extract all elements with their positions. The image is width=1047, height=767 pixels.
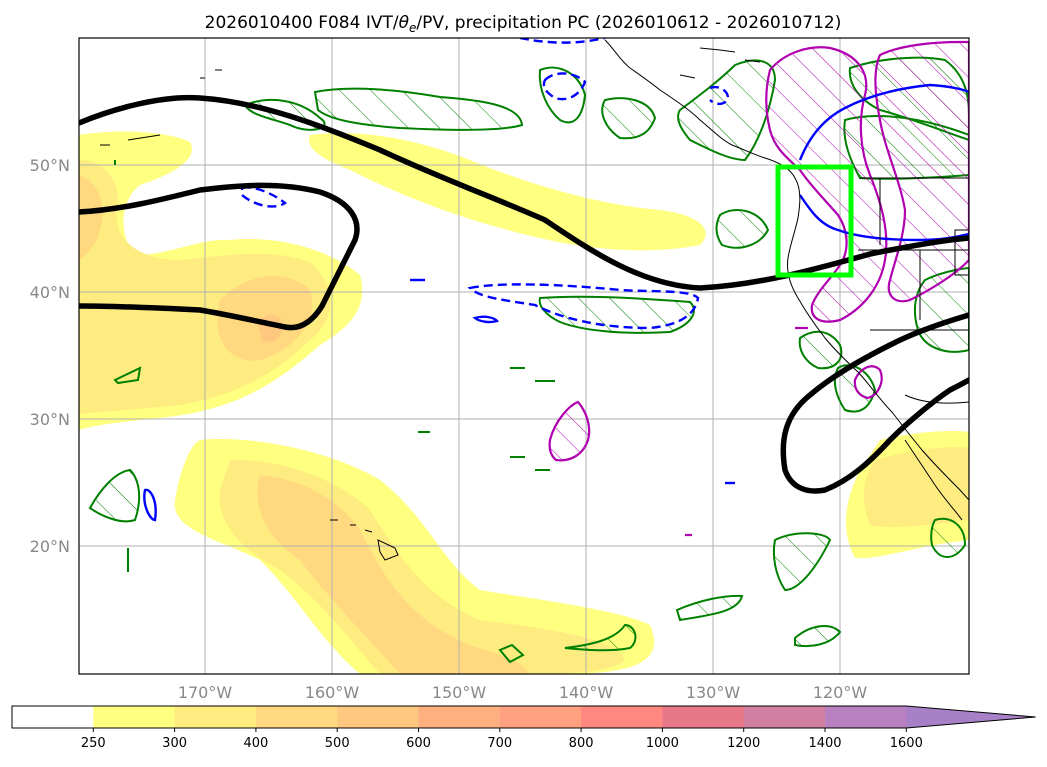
map-frame	[78, 37, 970, 675]
colorbar-segment	[93, 706, 176, 728]
lon-label-160w: 160°W	[305, 683, 360, 702]
colorbar-tick-label: 250	[81, 736, 106, 751]
colorbar-segment	[12, 706, 94, 728]
lat-label-20n: 20°N	[30, 537, 70, 556]
lon-label-120w: 120°W	[813, 683, 868, 702]
ivt-band-south-core	[257, 475, 528, 674]
lat-label-30n: 30°N	[30, 410, 70, 429]
lon-label-150w: 150°W	[432, 683, 487, 702]
ivt-band-east-inner	[863, 447, 969, 528]
lon-labels: 170°W 160°W 150°W 140°W 130°W 120°W	[178, 683, 868, 702]
colorbar-tick-label: 1400	[808, 736, 841, 751]
coastlines	[100, 39, 969, 561]
lon-label-170w: 170°W	[178, 683, 233, 702]
colorbar-segment	[255, 706, 338, 728]
pv-contours	[79, 94, 969, 494]
gridlines	[79, 38, 969, 674]
colorbar-tick-label: 1600	[890, 736, 923, 751]
colorbar-segment	[581, 706, 663, 728]
colorbar-tick-label: 700	[487, 736, 512, 751]
colorbar-tick-label: 800	[569, 736, 594, 751]
colorbar-segment	[499, 706, 582, 728]
target-region-box	[775, 164, 854, 278]
lon-label-130w: 130°W	[686, 683, 741, 702]
colorbar-segment	[174, 706, 257, 728]
colorbar-tick-label: 300	[162, 736, 187, 751]
colorbar: 250 300 400 500 600 700 800 1000 1200 1400 1600	[11, 705, 1036, 751]
colorbar-tick-label: 400	[243, 736, 268, 751]
colorbar-tick-label: 1000	[646, 736, 679, 751]
lat-label-40n: 40°N	[30, 283, 70, 302]
lon-label-140w: 140°W	[559, 683, 614, 702]
colorbar-tick-label: 600	[406, 736, 431, 751]
colorbar-tick-label: 1200	[727, 736, 760, 751]
colorbar-segment	[337, 706, 419, 728]
colorbar-tick-label: 500	[325, 736, 350, 751]
colorbar-segment	[662, 706, 745, 728]
colorbar-segment	[743, 706, 826, 728]
figure-title: 2026010400 F084 IVT/θe/PV, precipitation…	[205, 13, 842, 35]
lat-label-50n: 50°N	[30, 156, 70, 175]
pv-magenta-contours	[548, 40, 969, 537]
map-area	[79, 38, 969, 674]
colorbar-extend-arrow	[906, 706, 1036, 728]
colorbar-outline	[11, 705, 1036, 729]
colorbar-segment	[825, 706, 907, 728]
lat-labels: 50°N 40°N 30°N 20°N	[30, 156, 70, 556]
ivt-band-400a	[79, 175, 103, 260]
colorbar-segment	[418, 706, 501, 728]
